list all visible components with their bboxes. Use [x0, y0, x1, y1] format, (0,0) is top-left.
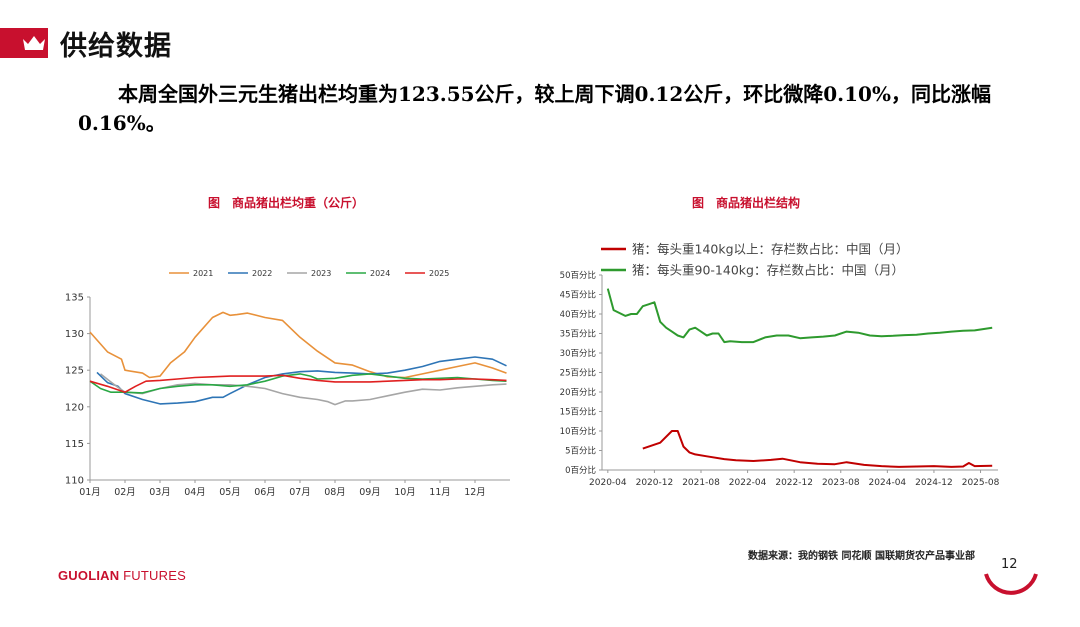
- x-tick-label: 03月: [149, 487, 171, 498]
- page-number: 12: [1001, 557, 1018, 572]
- summary-text: 本周全国外三元生猪出栏均重为123.55公斤，较上周下调0.12公斤，环比微降0…: [78, 82, 991, 135]
- y-tick-label: 5百分比: [565, 446, 596, 457]
- crown-icon: [23, 36, 45, 50]
- legend-label: 猪：每头重90-140kg：存栏数占比：中国（月）: [632, 263, 904, 278]
- x-tick-label: 2021-08: [682, 478, 720, 488]
- series-line-2: [606, 288, 993, 344]
- legend-label: 2024: [370, 269, 390, 278]
- y-tick-label: 115: [65, 439, 84, 450]
- x-tick-label: 2023-08: [822, 478, 860, 488]
- series-line-2022: [96, 356, 507, 405]
- page-badge-icon: [984, 573, 1038, 595]
- y-tick-label: 25百分比: [560, 368, 596, 379]
- x-tick-label: 2022-04: [729, 478, 767, 488]
- chart2-title: 图 商品猪出栏结构: [692, 196, 801, 210]
- weight-chart: 110 115 120 125 130 135 01月 02月 03月 04月 05月 06月 07月 0…: [65, 269, 510, 498]
- y-tick-label: 20百分比: [560, 387, 596, 398]
- x-tick-label: 2020-04: [589, 478, 627, 488]
- x-tick-label: 2024-12: [915, 478, 953, 488]
- y-tick-label: 10百分比: [560, 426, 596, 437]
- legend-label: 猪：每头重140kg以上：存栏数占比：中国（月）: [632, 242, 909, 257]
- x-tick-label: 07月: [289, 487, 311, 498]
- x-tick-label: 08月: [324, 487, 346, 498]
- y-tick-label: 45百分比: [560, 290, 596, 301]
- brand-name: GUOLIAN: [58, 568, 120, 583]
- x-tick-label: 12月: [464, 487, 486, 498]
- legend-label: 2023: [311, 269, 331, 278]
- y-tick-label: 35百分比: [560, 329, 596, 340]
- chart1-title: 图 商品猪出栏均重（公斤）: [208, 196, 365, 210]
- x-tick-label: 01月: [79, 487, 101, 498]
- x-tick-label: 06月: [254, 487, 276, 498]
- x-tick-label: 2025-08: [962, 478, 1000, 488]
- y-tick-label: 15百分比: [560, 407, 596, 418]
- y-tick-label: 125: [65, 366, 84, 377]
- y-tick-label: 135: [65, 293, 84, 304]
- legend-label: 2021: [193, 269, 213, 278]
- legend-label: 2022: [252, 269, 272, 278]
- y-tick-label: 130: [65, 329, 84, 340]
- x-tick-label: 02月: [114, 487, 136, 498]
- x-tick-label: 09月: [359, 487, 381, 498]
- y-tick-label: 120: [65, 402, 84, 413]
- series-line-1: [642, 430, 993, 468]
- page-title: 供给数据: [60, 31, 172, 62]
- x-tick-label: 2024-04: [869, 478, 907, 488]
- x-tick-label: 10月: [394, 487, 416, 498]
- brand-logo: GUOLIAN FUTURES: [58, 568, 186, 583]
- x-tick-label: 04月: [184, 487, 206, 498]
- brand-suffix: FUTURES: [119, 568, 186, 583]
- data-source: 数据来源：我的钢铁 同花顺 国联期货农产品事业部: [748, 551, 975, 562]
- y-tick-label: 0百分比: [565, 465, 596, 476]
- series-line-2021: [89, 311, 507, 379]
- legend-label: 2025: [429, 269, 449, 278]
- x-tick-label: 11月: [429, 487, 451, 498]
- y-tick-label: 40百分比: [560, 309, 596, 320]
- x-tick-label: 2022-12: [775, 478, 813, 488]
- y-tick-label: 110: [65, 476, 84, 487]
- series-line-2025: [89, 374, 507, 393]
- x-tick-label: 2020-12: [636, 478, 674, 488]
- x-tick-label: 05月: [219, 487, 241, 498]
- structure-chart: 0百分比 5百分比 10百分比 15百分比 20百分比 25百分比 30百分比 35百分比 40…: [560, 242, 1000, 489]
- series-line-2024: [89, 373, 507, 394]
- y-tick-label: 30百分比: [560, 348, 596, 359]
- y-tick-label: 50百分比: [560, 270, 596, 281]
